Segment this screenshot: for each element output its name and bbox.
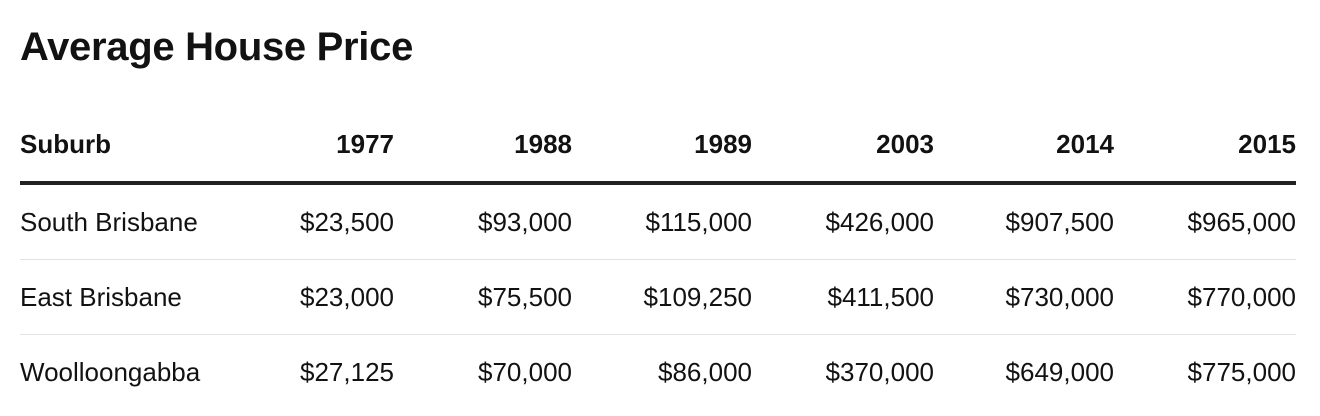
price-cell: $370,000 <box>825 356 934 387</box>
price-cell: $730,000 <box>934 259 1114 335</box>
table-body: South Brisbane $23,500 $93,000 $115,000 $426… <box>20 183 1296 409</box>
price-cell: $109,250 <box>572 259 752 335</box>
price-cell: $93,000 <box>394 183 572 260</box>
table-title: Average House Price <box>20 25 414 69</box>
column-header: 2003 <box>752 108 934 185</box>
header-row: Suburb 1977 1988 1989 2003 2014 2015 <box>20 108 1296 185</box>
column-header: 2015 <box>1114 108 1296 185</box>
column-header: 2014 <box>934 108 1114 185</box>
price-cell: $770,000 <box>1114 259 1296 335</box>
column-header: 1977 <box>234 108 394 185</box>
table-row: Woolloongabba $27,125 $70,000 $86,000 $370,0… <box>20 335 1296 410</box>
suburb-cell: South Brisbane <box>20 183 234 260</box>
price-cell: $86,000 <box>658 356 752 387</box>
table-row: East Brisbane $23,000 $75,500 $109,250 $411,… <box>20 259 1296 335</box>
price-table: Suburb 1977 1988 1989 2003 2014 2015 South Bri… <box>20 108 1296 409</box>
suburb-cell: Woolloongabba <box>20 356 201 387</box>
price-cell: $965,000 <box>1114 183 1296 260</box>
column-header: Suburb <box>20 108 234 185</box>
table-row: South Brisbane $23,500 $93,000 $115,000 $426… <box>20 183 1296 260</box>
price-cell: $115,000 <box>572 183 752 260</box>
price-cell: $27,125 <box>300 356 394 387</box>
price-cell: $75,500 <box>394 259 572 335</box>
price-cell: $23,500 <box>234 183 394 260</box>
table-head: Suburb 1977 1988 1989 2003 2014 2015 <box>20 108 1296 185</box>
column-header: 1988 <box>394 108 572 185</box>
suburb-cell: East Brisbane <box>20 259 234 335</box>
price-cell: $775,000 <box>1187 356 1296 387</box>
price-cell: $411,500 <box>752 259 934 335</box>
price-cell: $649,000 <box>1005 356 1114 387</box>
column-header: 1989 <box>572 108 752 185</box>
price-cell: $70,000 <box>478 356 572 387</box>
price-cell: $23,000 <box>234 259 394 335</box>
price-cell: $426,000 <box>752 183 934 260</box>
price-cell: $907,500 <box>934 183 1114 260</box>
